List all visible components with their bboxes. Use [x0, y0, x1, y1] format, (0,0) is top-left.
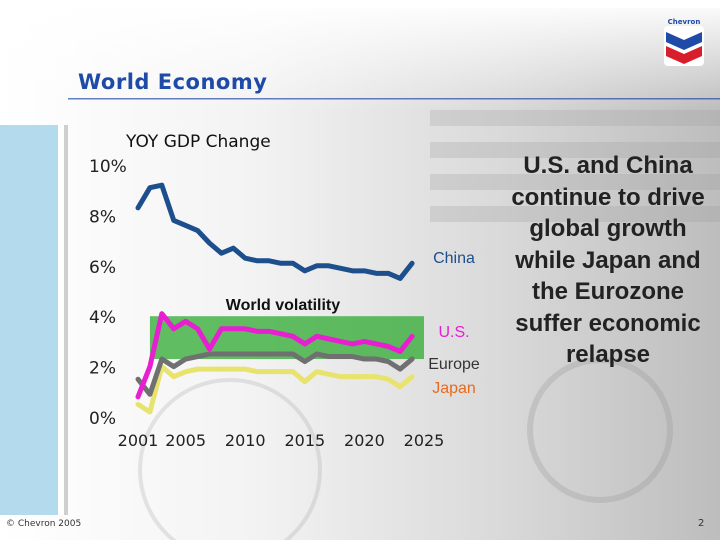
side-commentary: U.S. and China continue to drive global … — [511, 152, 705, 368]
series-line-china — [135, 182, 415, 281]
volatility-band-label: World volatility — [226, 297, 340, 314]
series-label-china: China — [433, 250, 475, 267]
series-label-europe: Europe — [428, 356, 480, 373]
series-line-us — [135, 311, 415, 400]
x-tick-label: 2025 — [404, 431, 445, 450]
chevron-logo-icon — [664, 26, 704, 66]
y-tick-label: 8% — [89, 207, 116, 227]
y-tick-label: 0% — [89, 409, 116, 429]
series-line-japan — [135, 364, 415, 415]
y-tick-label: 4% — [89, 308, 116, 328]
x-tick-label: 2001 — [118, 431, 159, 450]
chart-title: YOY GDP Change — [126, 132, 271, 152]
series-label-us: U.S. — [438, 324, 469, 341]
y-tick-label: 2% — [89, 359, 116, 379]
logo-text: Chevron — [667, 18, 701, 26]
y-tick-label: 10% — [89, 157, 127, 177]
y-tick-label: 6% — [89, 258, 116, 278]
series-label-japan: Japan — [432, 380, 476, 397]
slide-title: World Economy — [78, 70, 268, 94]
x-tick-label: 2005 — [165, 431, 206, 450]
x-tick-label: 2015 — [284, 431, 325, 450]
copyright-text: © Chevron 2005 — [6, 519, 82, 529]
page-number: 2 — [698, 518, 705, 529]
x-tick-label: 2020 — [344, 431, 385, 450]
x-tick-label: 2010 — [225, 431, 266, 450]
series-line-europe — [135, 351, 415, 397]
